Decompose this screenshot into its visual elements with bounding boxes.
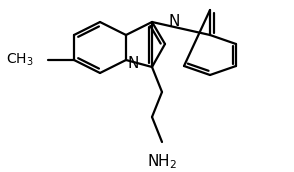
Text: N: N bbox=[127, 56, 139, 71]
Text: CH$_3$: CH$_3$ bbox=[6, 52, 34, 68]
Text: NH$_2$: NH$_2$ bbox=[147, 152, 177, 171]
Text: N: N bbox=[168, 14, 179, 30]
